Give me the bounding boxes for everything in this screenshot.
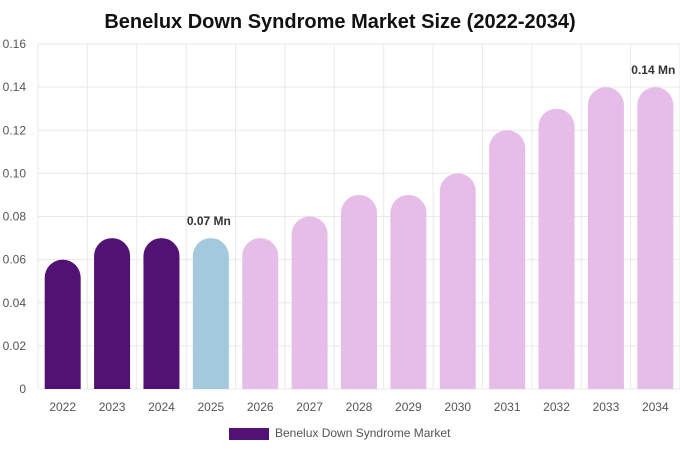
bar-2031 — [489, 130, 526, 389]
legend-swatch — [229, 428, 269, 440]
bar-2028 — [341, 194, 377, 389]
bar-2030 — [439, 173, 476, 389]
bar-2026 — [242, 238, 279, 389]
x-tick-label: 2034 — [642, 400, 669, 414]
bar-2033 — [587, 87, 624, 389]
y-tick-label: 0.12 — [3, 123, 27, 137]
x-tick-label: 2026 — [247, 400, 274, 414]
bar-2022 — [44, 259, 81, 389]
x-tick-label: 2024 — [148, 400, 175, 414]
x-tick-label: 2025 — [197, 400, 224, 414]
chart-title: Benelux Down Syndrome Market Size (2022-… — [104, 11, 575, 33]
y-tick-label: 0 — [19, 382, 26, 396]
data-label: 0.14 Mn — [631, 63, 675, 77]
bar-2034 — [637, 87, 674, 389]
x-tick-label: 2031 — [494, 400, 521, 414]
bar-2023 — [94, 238, 131, 389]
y-tick-label: 0.08 — [3, 210, 27, 224]
y-axis-ticks: 0 0.02 0.04 0.06 0.08 0.10 0.12 0.14 0.16 — [3, 37, 27, 396]
gridlines — [37, 43, 680, 390]
y-tick-label: 0.02 — [3, 339, 27, 353]
x-axis-ticks: 2022 2023 2024 2025 2026 2027 2028 2029 2030 2031… — [49, 400, 669, 414]
data-label: 0.07 Mn — [187, 214, 231, 228]
data-labels: 0.07 Mn 0.14 Mn — [187, 63, 675, 228]
x-tick-label: 2022 — [49, 400, 76, 414]
bars — [44, 87, 674, 389]
y-tick-label: 0.10 — [3, 166, 27, 180]
bar-2024 — [143, 238, 180, 389]
bar-2032 — [538, 108, 575, 389]
y-tick-label: 0.14 — [3, 80, 27, 94]
x-tick-label: 2032 — [543, 400, 570, 414]
x-tick-label: 2027 — [296, 400, 323, 414]
x-tick-label: 2033 — [593, 400, 620, 414]
legend: Benelux Down Syndrome Market — [229, 426, 451, 440]
legend-label: Benelux Down Syndrome Market — [275, 426, 451, 440]
y-tick-label: 0.16 — [3, 37, 27, 51]
x-tick-label: 2023 — [99, 400, 126, 414]
bar-2029 — [390, 194, 427, 389]
bar-2027 — [291, 216, 328, 389]
x-tick-label: 2029 — [395, 400, 422, 414]
x-tick-label: 2030 — [444, 400, 471, 414]
y-tick-label: 0.04 — [3, 296, 27, 310]
bar-2025 — [192, 238, 229, 389]
y-tick-label: 0.06 — [3, 253, 27, 267]
x-tick-label: 2028 — [346, 400, 373, 414]
